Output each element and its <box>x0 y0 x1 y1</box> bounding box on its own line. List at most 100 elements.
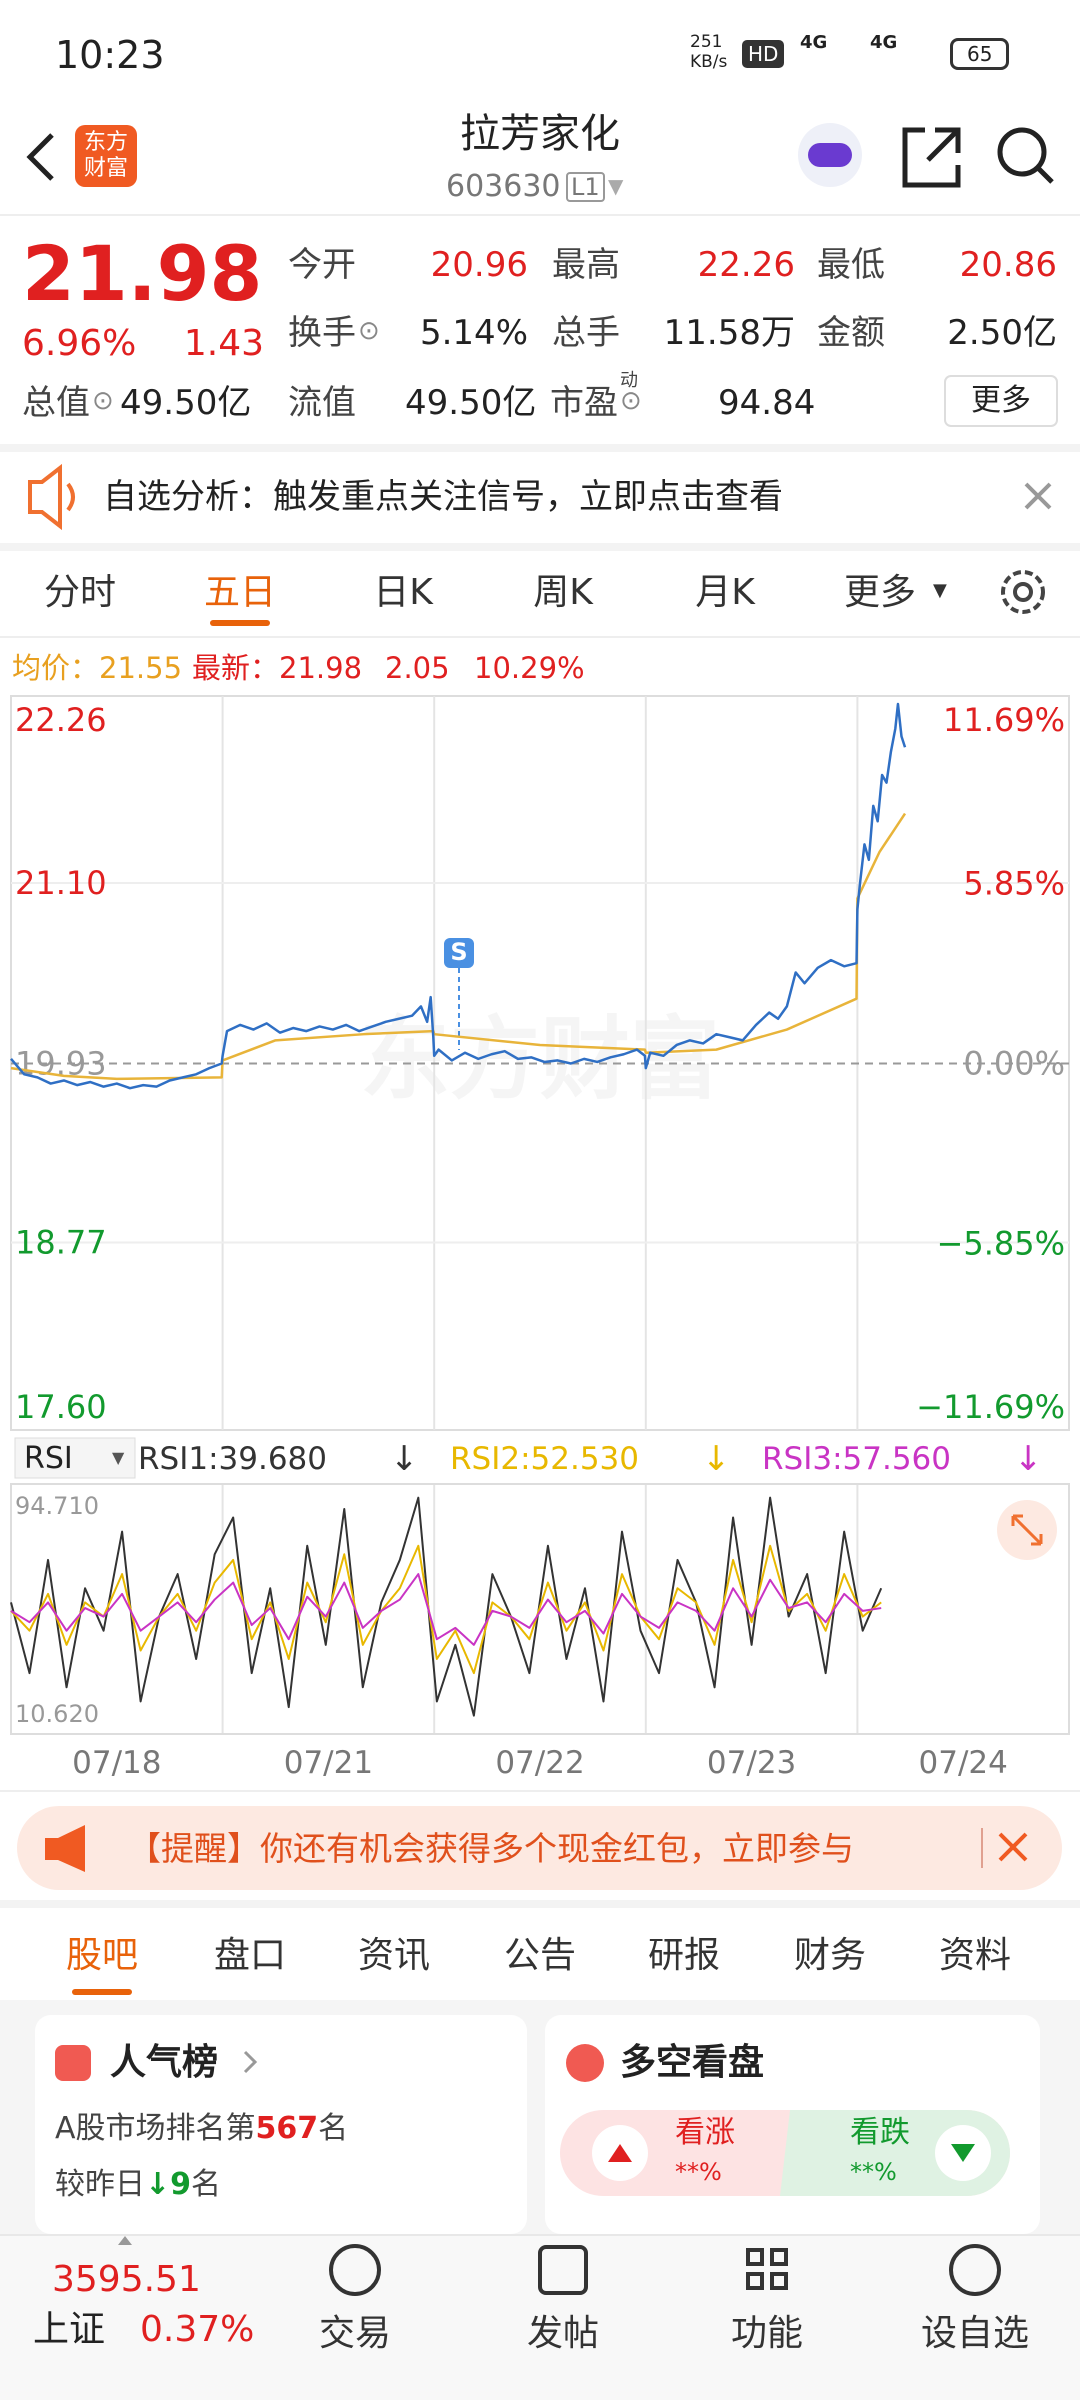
tab[interactable]: 财务 <box>793 1935 867 1976</box>
card-title[interactable]: 多空看盘 <box>620 2042 765 2083</box>
field-value: 49.50亿 <box>405 383 537 423</box>
tab[interactable]: 五日 <box>203 572 277 613</box>
x-tick-label: 07/23 <box>707 1745 796 1781</box>
legend-trend: ↓ <box>702 1439 731 1479</box>
y-tick-label: 94.710 <box>15 1492 99 1520</box>
battery: 65 <box>950 38 1010 70</box>
nav-icon[interactable] <box>538 2245 588 2295</box>
bull-label[interactable]: 看涨 <box>675 2115 735 2150</box>
back-icon[interactable] <box>26 133 54 181</box>
index-pct[interactable]: 0.37% <box>140 2309 255 2350</box>
change: 9 <box>170 2167 192 2202</box>
tab[interactable]: 股吧 <box>65 1935 139 1976</box>
net-speed: 251 <box>690 32 723 52</box>
settings-icon[interactable] <box>1001 570 1045 614</box>
y2-tick-label: 5.85% <box>963 865 1065 903</box>
divider <box>0 214 1080 216</box>
field-label: 金额 <box>817 313 885 353</box>
close-icon[interactable] <box>1024 482 1052 510</box>
divider <box>981 1828 983 1868</box>
rsi-selector[interactable] <box>14 1437 136 1479</box>
close-icon[interactable] <box>998 1832 1028 1862</box>
info-icon[interactable]: ⊙ <box>358 316 380 346</box>
info-icon[interactable]: ⊙ <box>92 386 114 416</box>
field-value: 22.26 <box>697 245 795 285</box>
more-text[interactable]: 更多 <box>971 383 1031 418</box>
bear-pct: **% <box>850 2158 897 2186</box>
field-value: 5.14% <box>419 313 528 353</box>
legend-entry: RSI2:52.530 <box>450 1441 639 1477</box>
y-tick-label: 18.77 <box>15 1223 107 1261</box>
notice[interactable]: 自选分析：触发重点关注信号，立即点击查看 <box>103 477 783 517</box>
logo-text: 财富 <box>84 156 129 181</box>
rsi-selector-label[interactable]: RSI <box>24 1441 73 1476</box>
legend-trend: ↓ <box>1014 1439 1043 1479</box>
info-icon[interactable]: ⊙ <box>620 386 642 416</box>
tab[interactable]: 研报 <box>647 1935 721 1976</box>
chevron[interactable] <box>243 2050 258 2074</box>
field-label: 流值 <box>288 383 356 423</box>
series-line <box>10 702 907 1090</box>
change-arrow: ↓ <box>145 2167 171 2202</box>
tab[interactable]: 公告 <box>503 1935 577 1976</box>
dropdown-icon[interactable]: ▼ <box>608 174 624 198</box>
card-title[interactable]: 人气榜 <box>110 2042 219 2083</box>
tab[interactable]: 盘口 <box>213 1935 287 1976</box>
rank-text: A股市场排名第567名 <box>55 2114 348 2144</box>
tab[interactable]: 分时 <box>43 572 117 613</box>
nav-icon[interactable] <box>949 2244 1001 2296</box>
index-name[interactable]: 上证 <box>33 2309 106 2350</box>
field-label: 今开 <box>288 245 356 285</box>
tab[interactable]: 日K <box>373 572 433 613</box>
nav-icon[interactable] <box>329 2244 381 2296</box>
change-suffix: 名 <box>191 2167 222 2202</box>
search-icon[interactable] <box>997 127 1047 177</box>
nav-item[interactable]: 设自选 <box>920 2313 1030 2354</box>
rank-suffix: 名 <box>318 2111 349 2146</box>
dropdown-icon[interactable]: ▼ <box>112 1448 125 1467</box>
bear-label[interactable]: 看跌 <box>850 2115 910 2150</box>
banner-text[interactable]: 【提醒】你还有机会获得多个现金红包，立即参与 <box>128 1829 854 1868</box>
series-line <box>10 1544 882 1675</box>
series-line <box>10 1573 882 1646</box>
tab[interactable]: 周K <box>533 572 593 613</box>
divider <box>0 444 1080 452</box>
field-label: 换手 <box>288 313 356 353</box>
change: 1.43 <box>183 323 264 364</box>
more-button[interactable] <box>944 375 1058 427</box>
signal: 4G <box>800 32 828 53</box>
level-badge[interactable]: L1 <box>566 172 605 202</box>
signal: 4G <box>870 32 898 53</box>
field-label: 市盈 <box>550 383 618 423</box>
net-unit: KB/s <box>690 52 728 72</box>
rsi-frame <box>10 1483 1070 1735</box>
nav-item[interactable]: 发帖 <box>526 2313 600 2354</box>
nav-handle <box>118 2236 132 2245</box>
y-tick-label: 17.60 <box>15 1388 107 1426</box>
settings-icon <box>1013 582 1033 602</box>
tab[interactable]: 更多 <box>843 572 917 613</box>
tab[interactable]: 资讯 <box>357 1935 431 1976</box>
nav-icon[interactable] <box>746 2248 788 2290</box>
y-tick-label: 21.10 <box>15 864 107 902</box>
stock-name: 拉芳家化 <box>460 111 620 157</box>
card <box>35 2015 527 2234</box>
dropdown-icon[interactable]: ▼ <box>933 580 947 601</box>
nav-item[interactable]: 交易 <box>318 2313 392 2354</box>
vs-icon <box>566 2044 604 2082</box>
nav-item[interactable]: 功能 <box>730 2313 804 2354</box>
icon <box>608 2144 632 2162</box>
x-tick-label: 07/22 <box>495 1745 584 1781</box>
field-label: 总手 <box>552 313 620 353</box>
share-icon[interactable] <box>902 127 961 188</box>
x-tick-label: 07/21 <box>284 1745 373 1781</box>
signal-marker[interactable] <box>444 938 474 968</box>
index-value[interactable]: 3595.51 <box>52 2259 201 2300</box>
tab[interactable]: 资料 <box>938 1935 1012 1976</box>
x-tick-label: 07/18 <box>72 1745 161 1781</box>
tab[interactable]: 月K <box>695 572 755 613</box>
field-value: 49.50亿 <box>120 383 252 423</box>
icon <box>951 2144 975 2162</box>
field-value: 94.84 <box>718 383 816 423</box>
